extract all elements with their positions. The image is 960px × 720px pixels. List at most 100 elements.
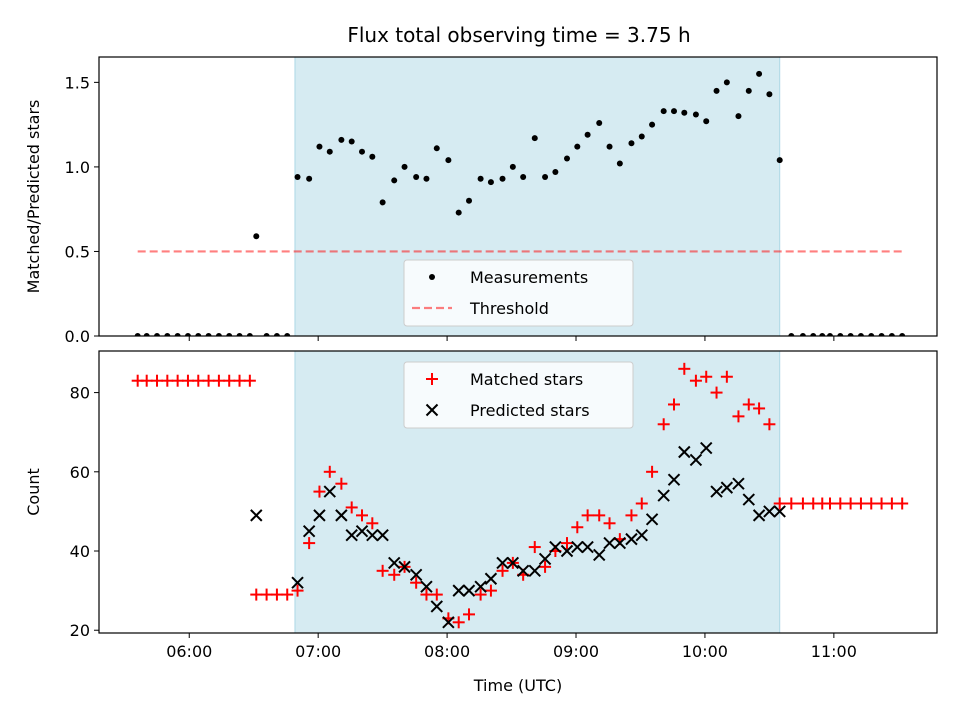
measurement-point: [735, 113, 742, 120]
measurement-point: [819, 333, 826, 336]
predicted-stars-point: [291, 576, 304, 589]
measurement-point: [713, 87, 720, 94]
x-tick-label: 10:00: [682, 642, 728, 661]
y-tick-label: 60: [70, 463, 90, 482]
matched-stars-point: [796, 497, 809, 510]
measurement-point: [369, 153, 376, 160]
matched-stars-point: [896, 497, 909, 510]
matched-stars-point: [270, 588, 283, 601]
matched-stars-point: [171, 374, 184, 387]
matched-stars-point: [865, 497, 878, 510]
x-tick-label: 07:00: [295, 642, 341, 661]
measurement-point: [509, 163, 516, 170]
matched-stars-point: [452, 616, 465, 629]
measurement-point: [391, 177, 398, 184]
predicted-stars-point: [442, 616, 455, 629]
axes-frame: [98, 350, 938, 634]
matched-stars-point: [581, 509, 594, 522]
y-tick-label: 0.0: [65, 327, 90, 346]
predicted-stars-point: [571, 540, 584, 554]
matched-stars-point: [484, 584, 497, 597]
matched-stars-point: [657, 418, 670, 431]
measurement-point: [878, 333, 885, 336]
matched-stars-point: [192, 374, 205, 387]
matched-stars-point: [635, 497, 648, 510]
matched-stars-point: [539, 560, 552, 573]
measurement-point: [246, 333, 253, 336]
predicted-stars-point: [538, 552, 552, 566]
matched-stars-point: [875, 497, 888, 510]
measurement-point: [326, 148, 333, 155]
predicted-stars-point: [409, 568, 423, 581]
measurement-point: [143, 333, 150, 336]
measurement-point: [596, 119, 603, 126]
measurement-point: [359, 148, 366, 155]
matched-stars-point: [212, 374, 225, 387]
matched-stars-point: [463, 608, 476, 621]
legend-predicted-marker: [425, 403, 439, 417]
predicted-stars-point: [625, 532, 638, 546]
legend-matched-marker: [426, 373, 438, 385]
predicted-stars-point: [752, 509, 766, 522]
measurement-point: [423, 175, 430, 182]
predicted-stars-point: [462, 584, 476, 597]
measurement-point: [413, 174, 420, 181]
matched-stars-point: [335, 477, 348, 490]
matched-stars-point: [151, 374, 164, 387]
measurement-point: [226, 333, 233, 336]
matched-stars-point: [571, 521, 584, 534]
x-tick-label: 06:00: [166, 642, 212, 661]
matched-stars-point: [496, 564, 509, 577]
matched-stars-point: [161, 374, 174, 387]
measurement-point: [649, 121, 656, 128]
predicted-stars-point: [366, 528, 379, 542]
measurement-point: [745, 87, 752, 94]
matched-stars-point: [528, 541, 541, 554]
legend-measurements-marker: [429, 274, 435, 280]
predicted-stars-point: [528, 564, 541, 578]
measurement-point: [284, 333, 291, 336]
measurement-point: [606, 143, 613, 150]
measurement-point: [316, 143, 323, 150]
predicted-stars-point: [603, 536, 616, 550]
predicted-stars-point: [345, 528, 358, 542]
predicted-stars-point: [376, 528, 389, 542]
measurement-point: [455, 209, 462, 216]
measurement-point: [723, 79, 730, 86]
measurement-point: [552, 168, 559, 175]
matched-stars-point: [376, 564, 389, 577]
y-tick-label: 80: [70, 384, 90, 403]
matched-stars-point: [678, 362, 691, 375]
x-tick-label: 09:00: [553, 642, 599, 661]
matched-stars-point: [430, 588, 443, 601]
matched-stars-point: [250, 588, 263, 601]
measurement-point: [670, 108, 677, 115]
predicted-stars-point: [420, 580, 433, 593]
measurement-point: [205, 333, 212, 336]
matched-stars-point: [420, 588, 433, 601]
measurement-point: [681, 109, 688, 116]
measurement-point: [756, 70, 763, 77]
predicted-stars-point: [560, 544, 574, 558]
matched-stars-point: [140, 374, 153, 387]
predicted-stars-point: [635, 528, 648, 542]
measurement-point: [868, 333, 875, 336]
matched-stars-point: [345, 501, 358, 514]
matched-stars-point: [356, 509, 369, 522]
matched-stars-point: [834, 497, 847, 510]
measurement-point: [847, 333, 854, 336]
matched-stars-point: [844, 497, 857, 510]
plot-area: [134, 70, 906, 336]
measurement-point: [703, 118, 710, 125]
predicted-stars-point: [388, 556, 401, 570]
measurement-point: [826, 333, 833, 336]
predicted-stars-point: [313, 509, 326, 522]
measurement-point: [499, 175, 506, 182]
matched-stars-point: [560, 537, 573, 550]
measurement-point: [263, 333, 270, 336]
measurement-point: [584, 131, 591, 138]
predicted-stars-point: [452, 584, 465, 597]
legend-label: Predicted stars: [470, 401, 590, 420]
measurement-point: [215, 333, 222, 336]
